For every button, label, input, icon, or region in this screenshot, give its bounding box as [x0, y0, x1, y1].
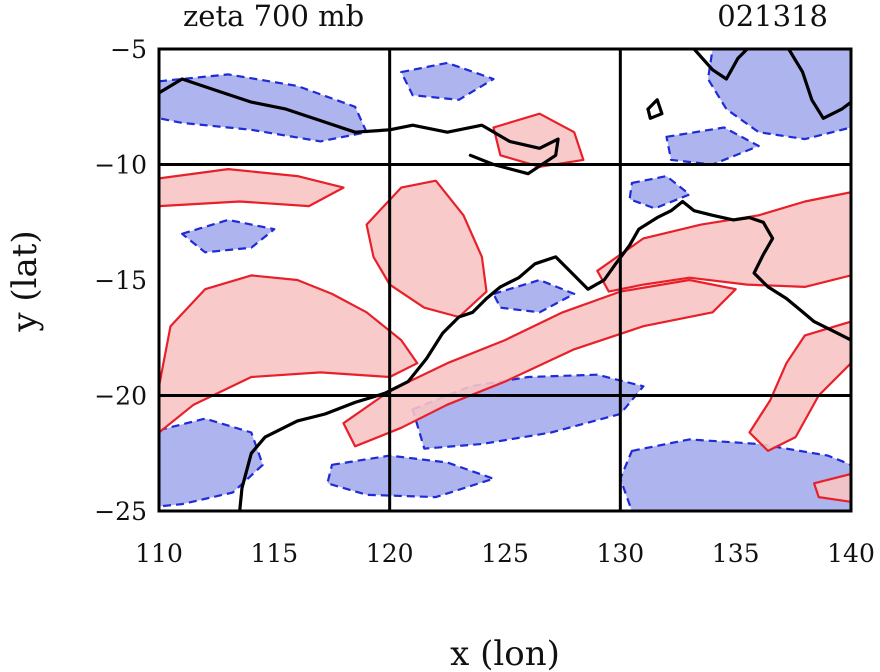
negative-vorticity-region-midwest-patch	[181, 218, 276, 254]
y-axis-label: y (lat)	[5, 230, 45, 332]
x-tick-label: 130	[596, 539, 644, 568]
negative-vorticity-region-southeast-block	[619, 438, 851, 511]
x-tick-label: 110	[135, 539, 183, 568]
negative-vorticity-region-south-central-patch	[326, 454, 495, 499]
x-tick-label: 120	[366, 539, 414, 568]
positive-vorticity-region-diagonal-band	[342, 278, 737, 448]
lat-lon-grid	[159, 49, 851, 511]
x-tick-label: 135	[712, 539, 760, 568]
negative-vorticity-layer	[159, 49, 851, 511]
positive-vorticity-region-southeast-arm	[748, 320, 851, 452]
x-tick-label: 140	[827, 539, 875, 568]
y-tick-labels: −5 −10 −15 −20 −25	[94, 35, 147, 526]
negative-vorticity-region-northeast-inner	[628, 175, 691, 210]
x-tick-labels: 110 115 120 125 130 135 140	[135, 539, 875, 568]
coastline-new-guinea-coast	[692, 49, 749, 81]
positive-vorticity-region-northern-patch	[492, 112, 585, 168]
x-axis-label: x (lon)	[450, 634, 560, 672]
negative-vorticity-region-north-central-patch	[400, 61, 495, 101]
positive-vorticity-layer	[159, 112, 851, 503]
y-tick-label: −5	[110, 35, 147, 64]
negative-vorticity-region-southwest-block	[159, 417, 264, 508]
negative-vorticity-region-central-mid-patch	[492, 278, 576, 314]
coastline-timor-coast	[159, 77, 560, 176]
y-tick-label: −15	[94, 266, 147, 295]
map-frame	[157, 47, 853, 513]
map-plot-area	[159, 49, 851, 511]
positive-vorticity-region-northwest-sliver	[159, 168, 345, 208]
negative-vorticity-region-northeast-block	[706, 49, 851, 141]
x-tick-label: 115	[250, 539, 298, 568]
y-tick-label: −20	[94, 382, 147, 411]
valid-time-stamp: 021318	[717, 0, 828, 33]
y-tick-label: −10	[94, 151, 147, 180]
x-tick-label: 125	[481, 539, 529, 568]
positive-vorticity-region-central-wedge	[365, 179, 488, 319]
positive-vorticity-region-eastern-band	[596, 191, 851, 293]
negative-vorticity-region-northwest-belt	[159, 73, 368, 143]
y-tick-label: −25	[94, 497, 147, 526]
coastline-small-island	[646, 98, 664, 120]
map-title: zeta 700 mb	[183, 0, 364, 33]
coastline-new-guinea-east-coast	[787, 49, 851, 120]
negative-vorticity-region-east-mid-patch	[665, 126, 760, 166]
positive-vorticity-region-southeast-corner	[812, 472, 851, 503]
